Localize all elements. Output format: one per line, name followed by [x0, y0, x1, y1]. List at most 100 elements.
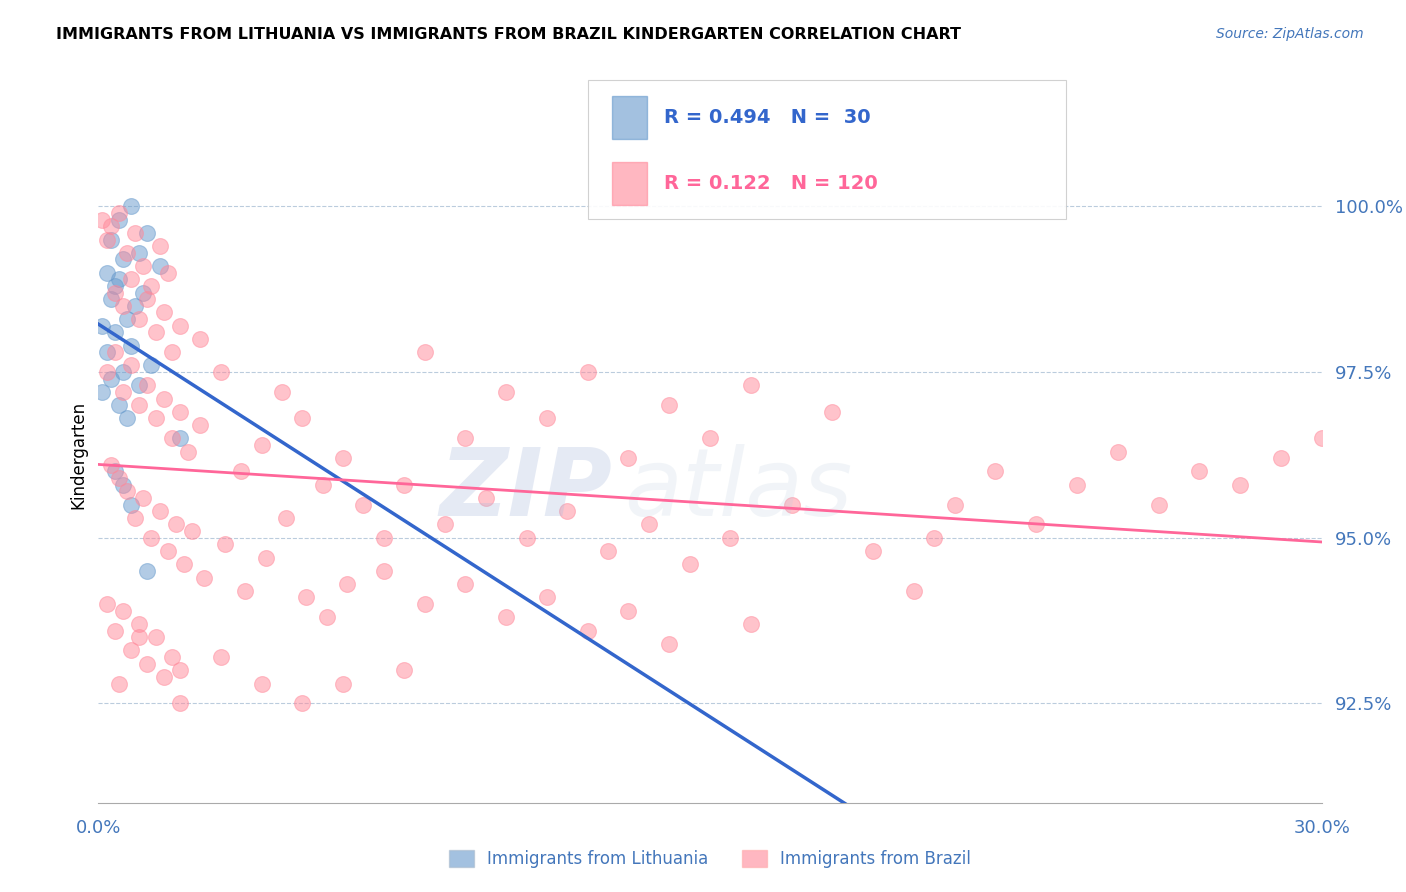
- Point: [156, 266, 179, 280]
- Point: [136, 378, 159, 392]
- Point: [1188, 465, 1211, 479]
- Point: [1270, 451, 1292, 466]
- Point: [149, 239, 172, 253]
- Point: [740, 616, 762, 631]
- Point: [120, 643, 142, 657]
- Point: [120, 498, 142, 512]
- Point: [124, 511, 146, 525]
- Point: [233, 583, 256, 598]
- Point: [111, 252, 134, 267]
- Point: [193, 570, 215, 584]
- Point: [209, 650, 232, 665]
- Point: [576, 624, 599, 638]
- Point: [132, 285, 155, 300]
- Point: [433, 517, 456, 532]
- Point: [96, 266, 118, 280]
- Point: [145, 630, 167, 644]
- Text: 30.0%: 30.0%: [1294, 820, 1350, 838]
- Point: [104, 326, 127, 340]
- Point: [104, 345, 127, 359]
- Point: [1025, 517, 1047, 532]
- Point: [108, 206, 131, 220]
- Point: [108, 471, 131, 485]
- Point: [111, 365, 134, 379]
- Point: [96, 365, 118, 379]
- Point: [115, 484, 138, 499]
- Point: [145, 326, 167, 340]
- Point: [679, 558, 702, 572]
- Point: [169, 431, 191, 445]
- Point: [120, 338, 142, 352]
- Point: [115, 245, 138, 260]
- Point: [108, 676, 131, 690]
- Point: [169, 318, 191, 333]
- Point: [108, 398, 131, 412]
- Point: [740, 378, 762, 392]
- Point: [392, 663, 416, 677]
- Point: [188, 418, 212, 433]
- Point: [160, 345, 183, 359]
- Legend: Immigrants from Lithuania, Immigrants from Brazil: Immigrants from Lithuania, Immigrants fr…: [443, 843, 977, 874]
- Point: [637, 517, 661, 532]
- Point: [136, 564, 159, 578]
- Point: [413, 345, 436, 359]
- Point: [495, 610, 517, 624]
- Point: [718, 531, 742, 545]
- Point: [214, 537, 236, 551]
- Point: [104, 465, 127, 479]
- Point: [100, 458, 122, 472]
- Point: [270, 384, 294, 399]
- Point: [903, 583, 925, 598]
- Point: [111, 477, 134, 491]
- Point: [576, 365, 599, 379]
- Point: [160, 650, 183, 665]
- Point: [250, 438, 273, 452]
- Point: [128, 378, 150, 392]
- Point: [136, 292, 159, 306]
- Point: [132, 491, 155, 505]
- Point: [169, 697, 191, 711]
- Text: 0.0%: 0.0%: [76, 820, 121, 838]
- Point: [111, 604, 134, 618]
- Point: [156, 544, 179, 558]
- Point: [536, 411, 558, 425]
- Point: [596, 544, 619, 558]
- Point: [295, 591, 318, 605]
- Point: [312, 477, 335, 491]
- Point: [104, 285, 127, 300]
- Point: [181, 524, 204, 538]
- Point: [1066, 477, 1088, 491]
- Point: [516, 531, 538, 545]
- Point: [177, 444, 200, 458]
- Point: [145, 411, 167, 425]
- Text: R = 0.122   N = 120: R = 0.122 N = 120: [664, 174, 877, 194]
- Point: [1229, 477, 1251, 491]
- Point: [124, 226, 146, 240]
- Text: Source: ZipAtlas.com: Source: ZipAtlas.com: [1216, 27, 1364, 41]
- Point: [188, 332, 212, 346]
- Point: [128, 312, 150, 326]
- Point: [96, 345, 118, 359]
- Point: [984, 465, 1007, 479]
- Point: [173, 558, 195, 572]
- Point: [943, 498, 966, 512]
- Point: [111, 384, 134, 399]
- Point: [862, 544, 884, 558]
- Point: [128, 245, 150, 260]
- Point: [104, 279, 127, 293]
- Point: [100, 219, 122, 234]
- Point: [96, 597, 118, 611]
- Point: [1310, 431, 1333, 445]
- Point: [91, 384, 114, 399]
- Point: [780, 498, 803, 512]
- Point: [536, 591, 558, 605]
- Point: [100, 233, 122, 247]
- Point: [141, 531, 163, 545]
- Point: [152, 392, 174, 406]
- Point: [291, 411, 314, 425]
- Point: [120, 359, 142, 373]
- Point: [115, 411, 138, 425]
- Point: [617, 604, 640, 618]
- Point: [136, 226, 159, 240]
- Point: [332, 676, 354, 690]
